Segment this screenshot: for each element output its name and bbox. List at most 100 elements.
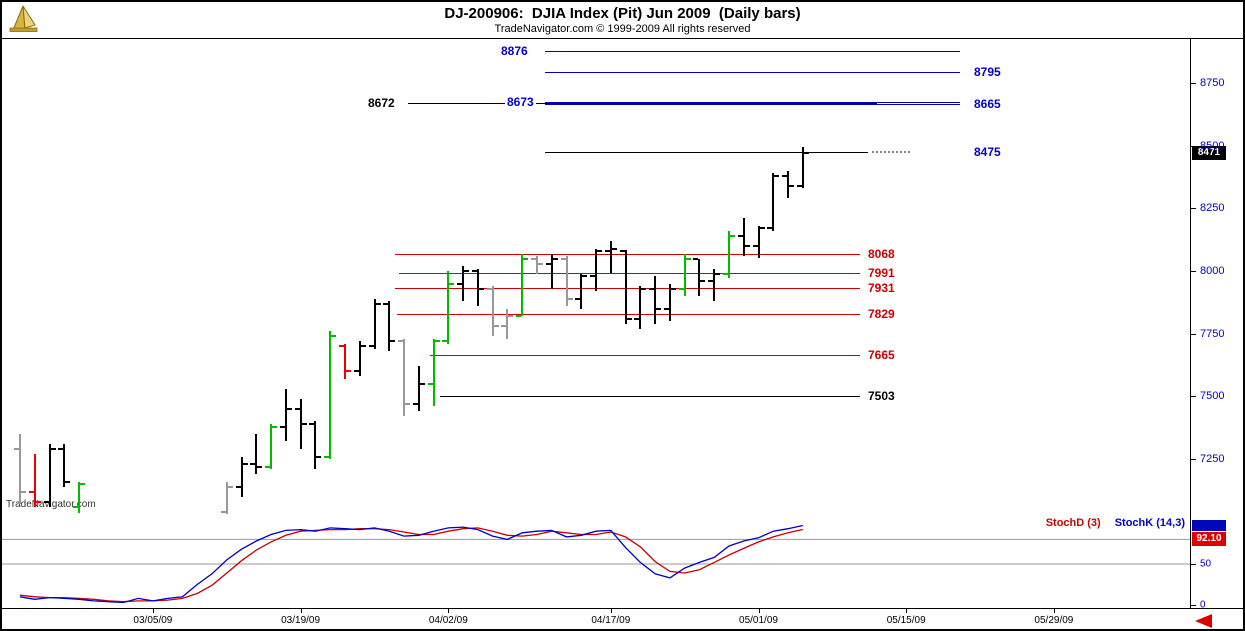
stochastic-legend: StochD (3) StochK (14,3) [1046,517,1185,529]
price-bar [329,331,332,460]
close-tick [537,262,543,265]
price-bar [373,298,376,349]
support-resistance-line[interactable] [395,254,860,255]
support-resistance-line[interactable] [395,288,860,290]
close-tick [80,483,86,486]
open-tick [634,317,640,320]
support-resistance-line[interactable] [545,71,960,73]
price-bar [299,398,302,449]
support-resistance-line[interactable] [545,151,868,153]
close-tick [390,340,396,343]
level-label: 8068 [868,247,895,261]
price-bar [240,456,243,497]
close-tick [582,275,588,277]
open-tick [560,257,566,260]
price-bar [388,301,391,352]
open-tick [767,227,773,230]
close-tick [419,382,425,385]
support-resistance-line[interactable] [399,273,860,275]
level-label: 7503 [868,388,895,403]
level-label: 8795 [974,64,1001,79]
close-tick [316,455,322,458]
price-bar [491,286,494,337]
open-tick [723,272,728,275]
price-bar [447,271,450,344]
close-tick [774,174,780,177]
open-tick [604,250,610,252]
close-tick [508,315,514,318]
open-tick [752,245,758,247]
axis-tick [1191,208,1196,210]
stochk-value-marker [1192,520,1226,531]
open-tick [708,280,714,283]
close-tick [803,151,809,154]
level-label: 7931 [868,281,895,296]
open-tick [663,307,669,310]
level-label: 8665 [974,97,1001,112]
close-tick [375,302,381,305]
stochastic-panel[interactable]: StochD (3) StochK (14,3) [2,516,1190,608]
open-tick [693,257,699,260]
price-bar [78,481,81,513]
support-resistance-line[interactable] [397,313,860,315]
open-tick [590,275,595,277]
close-tick [478,287,484,290]
open-tick [501,325,507,328]
open-tick [235,485,241,488]
price-bar [284,388,287,442]
date-label: 03/19/09 [281,615,321,626]
date-label: 03/05/09 [133,615,173,626]
support-resistance-line[interactable] [545,104,960,106]
price-bar [535,256,538,274]
price-bar [48,444,51,507]
scroll-left-arrow-icon[interactable] [1195,614,1212,628]
close-tick [789,184,794,187]
close-tick [272,425,278,428]
close-tick [434,340,440,343]
stoch-tick-label: 50 [1200,558,1212,570]
close-tick [65,480,71,483]
price-bar [698,258,701,297]
price-bar [270,424,273,470]
open-tick [545,262,551,265]
open-tick [338,345,344,348]
axis-tick [1191,83,1196,84]
support-resistance-line[interactable] [430,355,860,356]
open-tick [14,448,19,450]
axis-tick [1191,396,1196,398]
open-tick [58,448,64,450]
open-tick [265,465,271,468]
close-tick [21,490,26,493]
stochk-legend-label: StochK (14,3) [1114,517,1185,529]
price-bar [462,266,465,302]
close-tick [700,280,706,283]
date-label: 04/02/09 [428,615,468,626]
price-tick-label: 8750 [1200,77,1225,89]
close-tick [345,370,351,373]
axis-tick [1191,271,1196,272]
price-tick-label: 8000 [1200,265,1225,277]
close-tick [35,500,41,503]
close-tick [656,307,662,310]
price-chart-panel[interactable]: TradeNavigator.com 8876 8795 8672 8673 8665 8… [2,38,1190,517]
close-tick [523,257,529,260]
support-resistance-line[interactable] [545,51,960,53]
close-tick [611,247,617,250]
price-axis[interactable]: 8471 92.10 8750 8500 8250 8000 7750 7500 7250 5… [1190,38,1243,611]
support-resistance-line[interactable] [440,395,860,397]
price-bar [343,343,346,379]
support-resistance-line[interactable] [545,102,960,104]
level-label: 8876 [501,44,528,59]
axis-tick [1191,333,1196,335]
open-tick [516,315,522,318]
open-tick [383,302,389,305]
close-tick [685,257,691,260]
open-tick [471,270,477,272]
close-tick [257,465,263,468]
open-tick [796,184,802,187]
close-tick [641,287,647,290]
open-tick [530,257,536,260]
close-tick [242,463,248,466]
open-tick [457,282,463,285]
open-tick [250,463,256,466]
